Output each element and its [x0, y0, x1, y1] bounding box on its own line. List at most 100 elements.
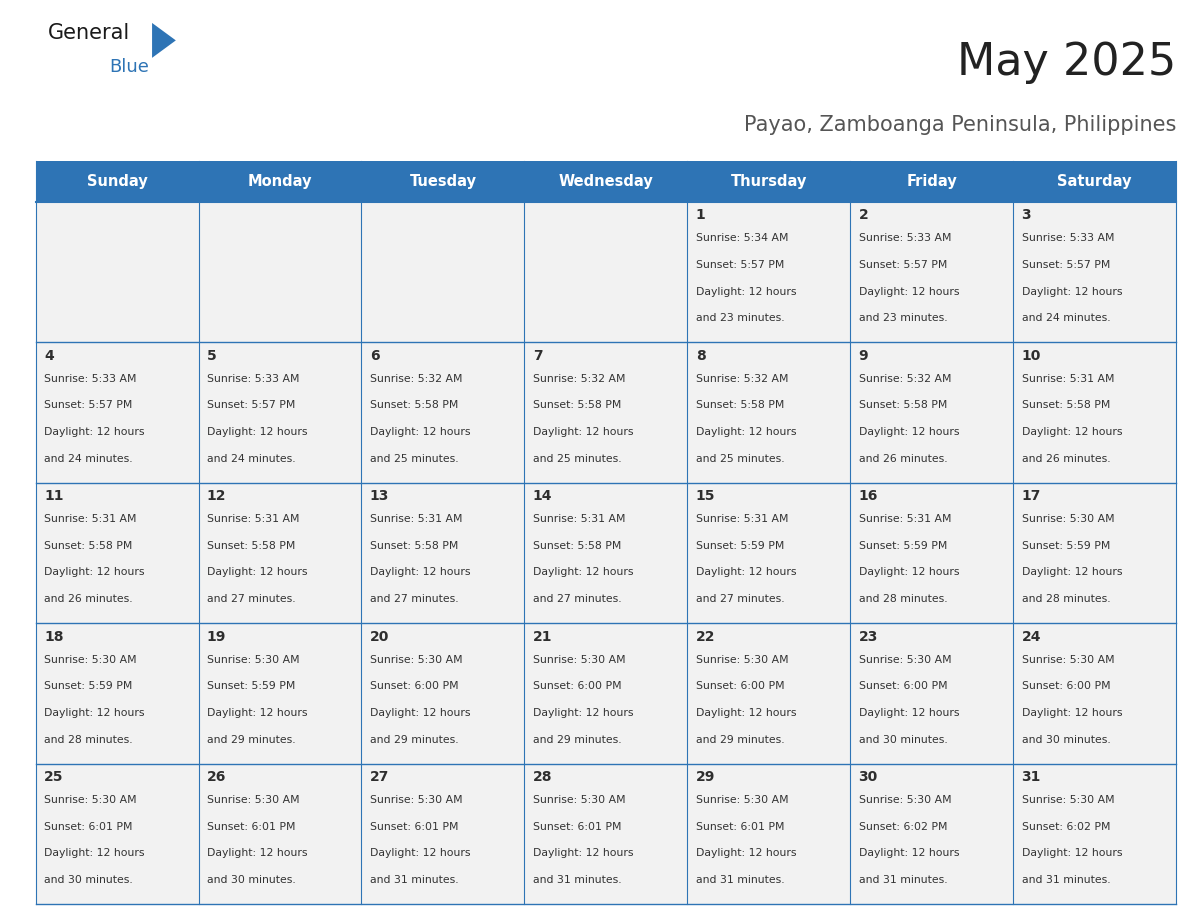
Bar [36, 764, 1176, 904]
Text: and 25 minutes.: and 25 minutes. [369, 453, 459, 464]
Text: Sunrise: 5:31 AM: Sunrise: 5:31 AM [859, 514, 952, 524]
Text: and 26 minutes.: and 26 minutes. [1022, 453, 1110, 464]
Text: 17: 17 [1022, 489, 1041, 503]
Text: Daylight: 12 hours: Daylight: 12 hours [859, 567, 959, 577]
Text: Sunrise: 5:31 AM: Sunrise: 5:31 AM [1022, 374, 1114, 384]
Text: 24: 24 [1022, 630, 1041, 644]
Text: Sunrise: 5:31 AM: Sunrise: 5:31 AM [44, 514, 137, 524]
Text: 12: 12 [207, 489, 227, 503]
Text: Sunset: 6:01 PM: Sunset: 6:01 PM [369, 822, 459, 832]
Text: 21: 21 [532, 630, 552, 644]
Text: and 23 minutes.: and 23 minutes. [696, 313, 784, 323]
Text: and 29 minutes.: and 29 minutes. [696, 734, 784, 744]
Text: Wednesday: Wednesday [558, 174, 653, 189]
Text: and 26 minutes.: and 26 minutes. [859, 453, 947, 464]
Text: and 31 minutes.: and 31 minutes. [696, 875, 784, 885]
Text: Sunset: 5:57 PM: Sunset: 5:57 PM [1022, 260, 1110, 270]
Text: 15: 15 [696, 489, 715, 503]
Text: Sunset: 6:02 PM: Sunset: 6:02 PM [1022, 822, 1110, 832]
Text: Daylight: 12 hours: Daylight: 12 hours [859, 286, 959, 297]
Text: Payao, Zamboanga Peninsula, Philippines: Payao, Zamboanga Peninsula, Philippines [744, 115, 1176, 135]
Text: Sunset: 5:58 PM: Sunset: 5:58 PM [696, 400, 784, 410]
Text: Sunrise: 5:30 AM: Sunrise: 5:30 AM [1022, 795, 1114, 805]
Text: and 25 minutes.: and 25 minutes. [532, 453, 621, 464]
Text: 9: 9 [859, 349, 868, 363]
Text: Sunset: 6:00 PM: Sunset: 6:00 PM [859, 681, 947, 691]
Text: Sunrise: 5:30 AM: Sunrise: 5:30 AM [1022, 655, 1114, 665]
Text: 20: 20 [369, 630, 390, 644]
Text: and 24 minutes.: and 24 minutes. [1022, 313, 1110, 323]
Text: Sunrise: 5:30 AM: Sunrise: 5:30 AM [532, 655, 625, 665]
Text: 7: 7 [532, 349, 543, 363]
Text: Sunday: Sunday [87, 174, 147, 189]
Text: Sunset: 5:57 PM: Sunset: 5:57 PM [859, 260, 947, 270]
Text: 6: 6 [369, 349, 379, 363]
Text: Sunrise: 5:34 AM: Sunrise: 5:34 AM [696, 233, 788, 243]
Text: and 30 minutes.: and 30 minutes. [207, 875, 296, 885]
Text: Daylight: 12 hours: Daylight: 12 hours [369, 427, 470, 437]
Text: and 26 minutes.: and 26 minutes. [44, 594, 133, 604]
Text: Sunrise: 5:30 AM: Sunrise: 5:30 AM [1022, 514, 1114, 524]
Text: 10: 10 [1022, 349, 1041, 363]
Text: Sunrise: 5:30 AM: Sunrise: 5:30 AM [532, 795, 625, 805]
Text: Sunset: 6:00 PM: Sunset: 6:00 PM [369, 681, 459, 691]
Bar [36, 342, 1176, 483]
Text: Daylight: 12 hours: Daylight: 12 hours [369, 567, 470, 577]
Text: Sunrise: 5:33 AM: Sunrise: 5:33 AM [859, 233, 952, 243]
Text: Sunrise: 5:31 AM: Sunrise: 5:31 AM [696, 514, 788, 524]
Text: Daylight: 12 hours: Daylight: 12 hours [44, 567, 145, 577]
Text: Daylight: 12 hours: Daylight: 12 hours [859, 427, 959, 437]
Text: Daylight: 12 hours: Daylight: 12 hours [44, 708, 145, 718]
Text: Sunset: 6:01 PM: Sunset: 6:01 PM [696, 822, 784, 832]
Text: Sunrise: 5:30 AM: Sunrise: 5:30 AM [369, 795, 462, 805]
Text: 26: 26 [207, 770, 226, 784]
Text: and 27 minutes.: and 27 minutes. [207, 594, 296, 604]
Text: 4: 4 [44, 349, 53, 363]
Text: Sunrise: 5:30 AM: Sunrise: 5:30 AM [44, 795, 137, 805]
Text: Sunrise: 5:33 AM: Sunrise: 5:33 AM [207, 374, 299, 384]
Text: Sunrise: 5:33 AM: Sunrise: 5:33 AM [1022, 233, 1114, 243]
Text: Sunset: 6:00 PM: Sunset: 6:00 PM [1022, 681, 1110, 691]
Text: and 25 minutes.: and 25 minutes. [696, 453, 784, 464]
Text: Daylight: 12 hours: Daylight: 12 hours [696, 848, 796, 858]
Text: Daylight: 12 hours: Daylight: 12 hours [1022, 708, 1121, 718]
Text: 22: 22 [696, 630, 715, 644]
Text: 14: 14 [532, 489, 552, 503]
Text: Daylight: 12 hours: Daylight: 12 hours [369, 708, 470, 718]
Text: Sunset: 5:58 PM: Sunset: 5:58 PM [532, 400, 621, 410]
Text: and 23 minutes.: and 23 minutes. [859, 313, 947, 323]
Bar [36, 202, 1176, 342]
Text: Daylight: 12 hours: Daylight: 12 hours [696, 427, 796, 437]
Text: Sunset: 6:00 PM: Sunset: 6:00 PM [696, 681, 784, 691]
Text: Sunrise: 5:32 AM: Sunrise: 5:32 AM [532, 374, 625, 384]
Text: and 28 minutes.: and 28 minutes. [44, 734, 133, 744]
Text: Sunset: 5:57 PM: Sunset: 5:57 PM [207, 400, 296, 410]
Text: Daylight: 12 hours: Daylight: 12 hours [369, 848, 470, 858]
Text: and 29 minutes.: and 29 minutes. [532, 734, 621, 744]
Text: Sunrise: 5:30 AM: Sunrise: 5:30 AM [369, 655, 462, 665]
Text: 28: 28 [532, 770, 552, 784]
Text: Daylight: 12 hours: Daylight: 12 hours [532, 708, 633, 718]
Text: Tuesday: Tuesday [410, 174, 476, 189]
Text: Sunset: 6:01 PM: Sunset: 6:01 PM [207, 822, 296, 832]
Text: Sunrise: 5:32 AM: Sunrise: 5:32 AM [369, 374, 462, 384]
Text: and 24 minutes.: and 24 minutes. [44, 453, 133, 464]
Text: 8: 8 [696, 349, 706, 363]
Text: Sunset: 6:01 PM: Sunset: 6:01 PM [44, 822, 132, 832]
Text: 29: 29 [696, 770, 715, 784]
Bar [36, 161, 1176, 202]
Text: Sunset: 5:58 PM: Sunset: 5:58 PM [532, 541, 621, 551]
Text: Daylight: 12 hours: Daylight: 12 hours [696, 708, 796, 718]
Text: Sunrise: 5:32 AM: Sunrise: 5:32 AM [859, 374, 952, 384]
Text: Daylight: 12 hours: Daylight: 12 hours [532, 848, 633, 858]
Text: and 30 minutes.: and 30 minutes. [1022, 734, 1111, 744]
Text: and 31 minutes.: and 31 minutes. [859, 875, 947, 885]
Text: Daylight: 12 hours: Daylight: 12 hours [859, 848, 959, 858]
Text: Sunrise: 5:30 AM: Sunrise: 5:30 AM [696, 795, 789, 805]
Text: 27: 27 [369, 770, 390, 784]
Text: Daylight: 12 hours: Daylight: 12 hours [696, 567, 796, 577]
Text: and 31 minutes.: and 31 minutes. [369, 875, 459, 885]
Text: 1: 1 [696, 208, 706, 222]
Text: General: General [48, 23, 129, 43]
Text: 11: 11 [44, 489, 63, 503]
